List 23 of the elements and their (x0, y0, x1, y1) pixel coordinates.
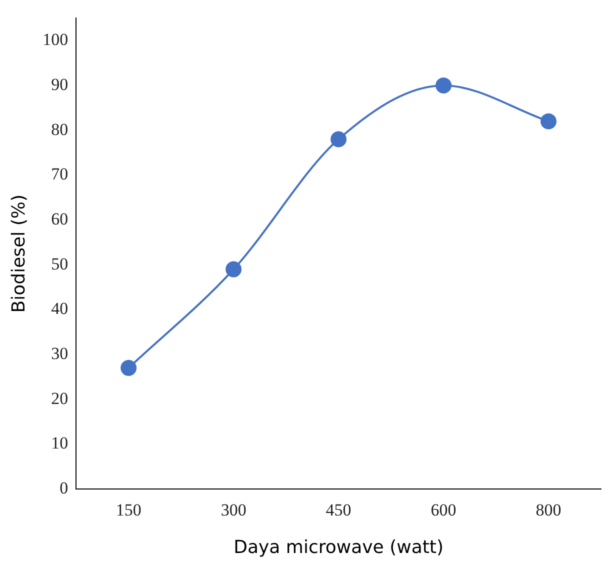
y-tick-label: 20 (51, 388, 68, 408)
x-tick-label: 600 (430, 500, 456, 520)
point (226, 261, 242, 278)
x-tick-label: 800 (536, 500, 562, 520)
point (330, 131, 347, 148)
y-tick-label: 10 (51, 434, 68, 453)
y-tick-label: 90 (51, 74, 68, 94)
x-axis-title: Daya microwave (watt) (234, 536, 444, 558)
y-tick-label: 0 (60, 478, 68, 498)
y-tick-label: 80 (51, 120, 68, 139)
point (540, 113, 557, 130)
y-tick-label: 60 (51, 209, 68, 228)
point (436, 77, 452, 94)
x-tick-label: 150 (116, 500, 142, 520)
y-axis-title: Biodiesel (%) (8, 194, 30, 313)
y-tick-label: 100 (42, 30, 68, 50)
y-tick-label: 30 (51, 344, 68, 363)
x-tick-label: 450 (326, 500, 352, 520)
y-tick-label: 70 (51, 164, 68, 184)
y-tick-label: 40 (51, 299, 68, 318)
point (120, 360, 137, 376)
x-tick-label: 300 (220, 500, 246, 520)
y-tick-label: 50 (51, 254, 68, 274)
